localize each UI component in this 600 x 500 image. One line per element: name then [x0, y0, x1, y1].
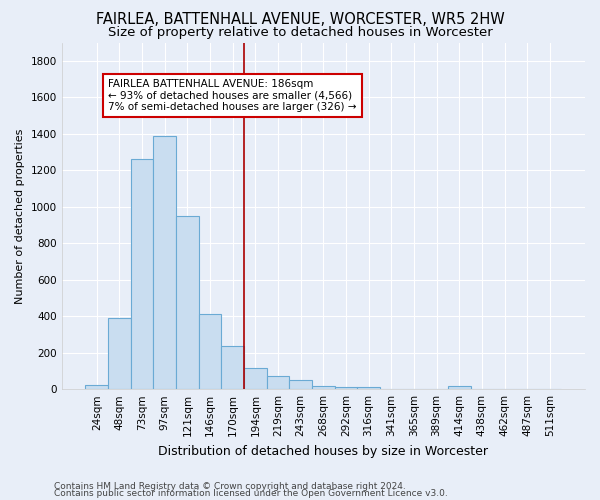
- Bar: [221, 346, 244, 389]
- Bar: [244, 368, 266, 389]
- Bar: [289, 380, 312, 389]
- Text: Contains public sector information licensed under the Open Government Licence v3: Contains public sector information licen…: [54, 489, 448, 498]
- X-axis label: Distribution of detached houses by size in Worcester: Distribution of detached houses by size …: [158, 444, 488, 458]
- Bar: [312, 386, 335, 389]
- Bar: [266, 376, 289, 389]
- Bar: [154, 136, 176, 389]
- Bar: [108, 318, 131, 389]
- Text: Size of property relative to detached houses in Worcester: Size of property relative to detached ho…: [107, 26, 493, 39]
- Text: FAIRLEA, BATTENHALL AVENUE, WORCESTER, WR5 2HW: FAIRLEA, BATTENHALL AVENUE, WORCESTER, W…: [95, 12, 505, 28]
- Bar: [335, 388, 358, 389]
- Bar: [85, 384, 108, 389]
- Y-axis label: Number of detached properties: Number of detached properties: [15, 128, 25, 304]
- Bar: [176, 216, 199, 389]
- Bar: [131, 160, 154, 389]
- Text: Contains HM Land Registry data © Crown copyright and database right 2024.: Contains HM Land Registry data © Crown c…: [54, 482, 406, 491]
- Bar: [199, 314, 221, 389]
- Bar: [358, 388, 380, 389]
- Text: FAIRLEA BATTENHALL AVENUE: 186sqm
← 93% of detached houses are smaller (4,566)
7: FAIRLEA BATTENHALL AVENUE: 186sqm ← 93% …: [108, 79, 356, 112]
- Bar: [448, 386, 470, 389]
